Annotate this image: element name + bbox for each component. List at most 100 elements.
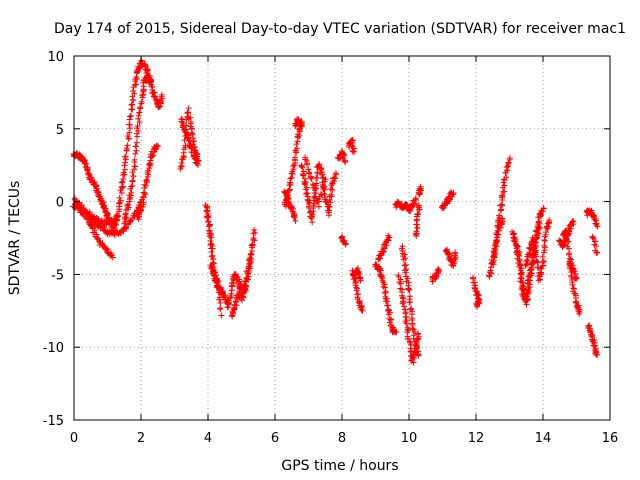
data-point xyxy=(402,313,409,320)
x-axis-label: GPS time / hours xyxy=(281,458,398,474)
data-point xyxy=(304,161,311,168)
data-point xyxy=(182,132,189,139)
data-point xyxy=(209,252,216,259)
data-point xyxy=(592,349,599,356)
data-point xyxy=(415,330,422,337)
data-point xyxy=(225,304,232,311)
data-point xyxy=(194,151,201,158)
data-point xyxy=(498,201,505,208)
data-point xyxy=(569,281,576,288)
data-point xyxy=(308,215,315,222)
data-point xyxy=(304,189,311,196)
data-point xyxy=(499,215,506,222)
data-point xyxy=(140,199,147,206)
data-point xyxy=(118,179,125,186)
data-point xyxy=(130,88,137,95)
data-point xyxy=(376,266,383,273)
data-point xyxy=(195,157,202,164)
data-point xyxy=(323,198,330,205)
data-point xyxy=(342,240,349,247)
y-tick-label: -5 xyxy=(51,268,64,283)
data-point xyxy=(120,183,127,190)
data-point xyxy=(114,212,121,219)
data-point xyxy=(399,300,406,307)
data-point xyxy=(185,115,192,122)
data-point xyxy=(251,226,258,233)
data-point xyxy=(402,255,409,262)
data-point xyxy=(317,191,324,198)
data-point xyxy=(560,241,567,248)
data-point xyxy=(413,228,420,235)
data-point xyxy=(85,170,92,177)
data-point xyxy=(401,303,408,310)
data-point xyxy=(120,169,127,176)
data-point xyxy=(136,119,143,126)
data-point xyxy=(516,263,523,270)
data-point xyxy=(567,222,574,229)
data-point xyxy=(133,81,140,88)
data-point xyxy=(546,218,553,225)
data-point xyxy=(523,296,530,303)
data-point xyxy=(544,223,551,230)
data-point xyxy=(350,148,357,155)
data-point xyxy=(320,183,327,190)
data-point xyxy=(131,90,138,97)
data-point xyxy=(217,305,224,312)
data-point xyxy=(312,190,319,197)
data-point xyxy=(139,92,146,99)
data-point xyxy=(527,267,534,274)
data-point xyxy=(217,299,224,306)
data-point xyxy=(235,293,242,300)
data-point xyxy=(411,329,418,336)
data-point xyxy=(332,175,339,182)
data-point xyxy=(101,202,108,209)
data-point xyxy=(117,197,124,204)
data-point xyxy=(576,310,583,317)
data-point xyxy=(450,189,457,196)
data-point xyxy=(133,130,140,137)
data-point xyxy=(305,170,312,177)
data-point xyxy=(126,121,133,128)
data-point xyxy=(501,182,508,189)
data-point xyxy=(209,245,216,252)
data-point xyxy=(590,235,597,242)
data-point xyxy=(593,220,600,227)
data-point xyxy=(399,292,406,299)
data-point xyxy=(241,287,248,294)
data-point xyxy=(252,229,259,236)
data-point xyxy=(132,163,139,170)
data-point xyxy=(520,287,527,294)
data-point xyxy=(248,251,255,258)
data-point xyxy=(287,175,294,182)
data-point xyxy=(150,152,157,159)
data-point xyxy=(124,133,131,140)
data-point xyxy=(303,190,310,197)
data-point xyxy=(573,275,580,282)
data-point xyxy=(333,171,340,178)
data-point xyxy=(400,256,407,263)
data-point xyxy=(230,309,237,316)
data-point xyxy=(244,270,251,277)
data-point xyxy=(315,203,322,210)
chart-title: Day 174 of 2015, Sidereal Day-to-day VTE… xyxy=(54,21,626,37)
data-point xyxy=(402,269,409,276)
data-point xyxy=(594,249,601,256)
data-point xyxy=(121,166,128,173)
data-point xyxy=(122,211,129,218)
data-point xyxy=(353,278,360,285)
data-point xyxy=(488,270,495,277)
data-point xyxy=(123,214,130,221)
data-point xyxy=(403,266,410,273)
data-point xyxy=(191,138,198,145)
data-point xyxy=(414,210,421,217)
data-point xyxy=(183,122,190,129)
data-point xyxy=(95,235,102,242)
x-tick-label: 0 xyxy=(70,431,78,446)
data-point xyxy=(143,177,150,184)
x-tick-label: 12 xyxy=(468,431,485,446)
data-point xyxy=(109,254,116,261)
data-point xyxy=(358,306,365,313)
data-point xyxy=(476,296,483,303)
data-point xyxy=(415,351,422,358)
data-point xyxy=(329,187,336,194)
